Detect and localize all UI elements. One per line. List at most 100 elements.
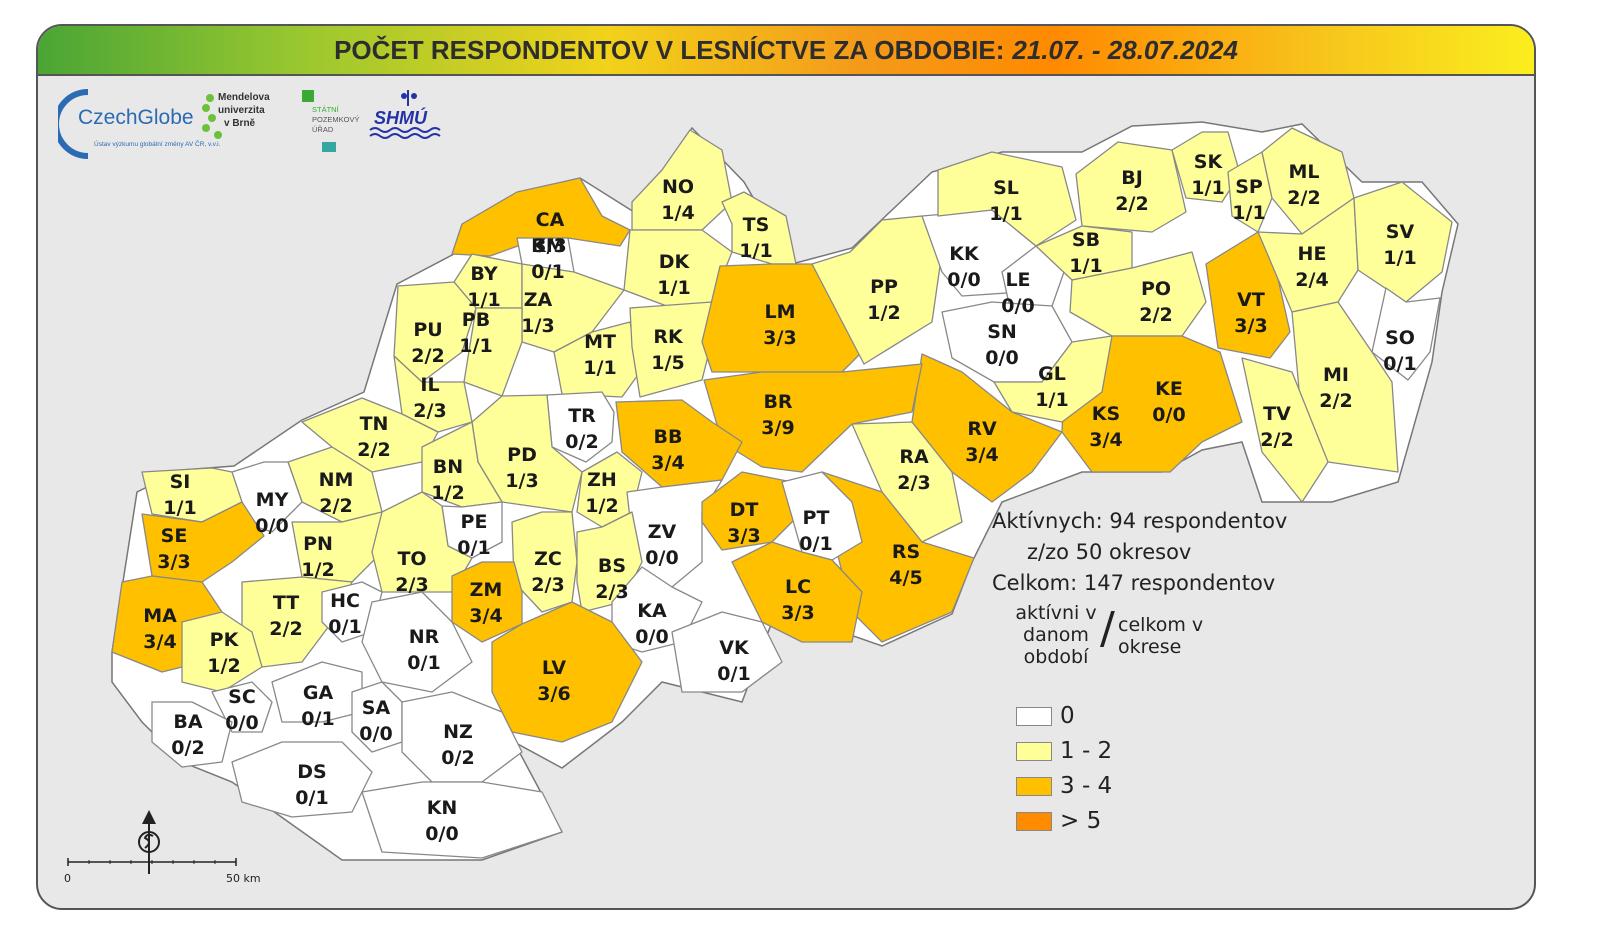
- district-value-pb: 1/1: [459, 335, 492, 357]
- legend-item: > 5: [1016, 808, 1102, 834]
- district-value-ca: 3/3: [533, 235, 566, 257]
- district-value-pn: 1/2: [301, 559, 334, 581]
- district-value-bj: 2/2: [1115, 193, 1148, 215]
- partner-logos: CzechGlobe Ústav výzkumu globální změny …: [58, 89, 441, 159]
- district-lc: [731, 541, 863, 643]
- district-value-le: 0/0: [1001, 295, 1034, 317]
- district-lm: [701, 263, 863, 373]
- district-code-so: SO: [1385, 327, 1415, 349]
- district-ks: [1061, 335, 1243, 473]
- district-value-by: 1/1: [467, 289, 500, 311]
- district-value-sc: 0/0: [225, 712, 258, 734]
- district-le: [1001, 245, 1065, 309]
- district-value-ks: 3/4: [1089, 429, 1122, 451]
- district-sp: [1227, 151, 1273, 233]
- district-value-lv: 3/6: [537, 683, 570, 705]
- district-value-zh: 1/2: [585, 495, 618, 517]
- legend-header: aktívni v danom období / celkom v okrese: [1010, 600, 1240, 680]
- district-code-ma: MA: [143, 605, 177, 627]
- district-value-nz: 0/2: [441, 747, 474, 769]
- title-bar: POČET RESPONDENTOV V LESNÍCTVE ZA OBDOBI…: [38, 26, 1534, 76]
- legend-label: > 5: [1060, 808, 1102, 834]
- district-code-gl: GL: [1038, 363, 1066, 385]
- district-value-rs: 4/5: [889, 567, 922, 589]
- district-code-bb: BB: [654, 426, 683, 448]
- district-value-ra: 2/3: [897, 472, 930, 494]
- district-tv: [1241, 357, 1329, 503]
- district-value-sp: 1/1: [1232, 202, 1265, 224]
- legend-swatch: [1016, 776, 1052, 796]
- district-code-ga: GA: [303, 682, 334, 704]
- district-value-ts: 1/1: [739, 240, 772, 262]
- district-code-pp: PP: [870, 276, 898, 298]
- district-value-my: 0/0: [255, 515, 288, 537]
- district-sl: [937, 151, 1077, 247]
- district-code-lc: LC: [785, 576, 811, 598]
- district-code-tv: TV: [1263, 403, 1291, 425]
- district-code-po: PO: [1141, 278, 1171, 300]
- district-code-sl: SL: [993, 177, 1019, 199]
- district-code-zm: ZM: [470, 579, 503, 601]
- district-code-sp: SP: [1235, 176, 1263, 198]
- district-code-my: MY: [256, 489, 289, 511]
- district-code-pb: PB: [462, 309, 490, 331]
- district-code-ca: CA: [536, 209, 565, 231]
- czechglobe-name: CzechGlobe: [78, 106, 194, 129]
- district-code-sn: SN: [987, 321, 1017, 343]
- district-value-vt: 3/3: [1234, 315, 1267, 337]
- district-code-sc: SC: [228, 686, 256, 708]
- czechglobe-subtitle: Ústav výzkumu globální změny AV ČR, v.v.…: [94, 139, 221, 148]
- district-code-pu: PU: [413, 319, 442, 341]
- mendelu-line-1: Mendelova: [218, 92, 270, 103]
- legend-item: 0: [1016, 703, 1075, 729]
- district-br: [703, 363, 923, 473]
- district-code-nm: NM: [319, 469, 354, 491]
- district-vk: [671, 611, 783, 693]
- legend-slash: /: [1100, 603, 1115, 654]
- district-value-no: 1/4: [661, 202, 694, 224]
- district-value-nr: 0/1: [407, 652, 440, 674]
- district-value-ml: 2/2: [1287, 187, 1320, 209]
- map-period: 21.07. - 28.07.2024: [1012, 34, 1238, 65]
- district-code-bj: BJ: [1121, 167, 1143, 189]
- statistics-panel: Aktívnych: 94 respondentov z/zo 50 okres…: [992, 506, 1287, 599]
- mendelu-dot-icon: [214, 131, 222, 139]
- district-value-zv: 0/0: [645, 547, 678, 569]
- district-code-km: KM: [531, 235, 565, 257]
- district-zm: [451, 561, 523, 643]
- shmu-wave-icon: [369, 127, 441, 133]
- spu-square-icon: [322, 142, 336, 152]
- district-value-ba: 0/2: [171, 737, 204, 759]
- district-value-il: 2/3: [413, 400, 446, 422]
- district-pb: [463, 307, 523, 397]
- district-value-lc: 3/3: [781, 602, 814, 624]
- district-value-ds: 0/1: [295, 787, 328, 809]
- mendelu-line-3: v Brně: [224, 118, 256, 129]
- district-code-pe: PE: [461, 511, 488, 533]
- district-code-lm: LM: [764, 301, 795, 323]
- mendelu-dot-icon: [202, 124, 210, 132]
- stat-active: Aktívnych: 94 respondentov: [992, 509, 1288, 533]
- district-value-rk: 1/5: [651, 352, 684, 374]
- legend-total-label: celkom v okrese: [1118, 614, 1204, 658]
- district-value-za: 1/3: [521, 315, 554, 337]
- legend-item: 3 - 4: [1016, 773, 1112, 799]
- shmu-anemometer-icon: [401, 93, 407, 99]
- district-code-dt: DT: [730, 499, 759, 521]
- district-value-vk: 0/1: [717, 663, 750, 685]
- district-value-pd: 1/3: [505, 470, 538, 492]
- district-code-ka: KA: [637, 600, 667, 622]
- district-code-rs: RS: [892, 541, 920, 563]
- legend-label: 0: [1060, 703, 1075, 729]
- scale-start-label: 0: [64, 872, 71, 885]
- district-value-tv: 2/2: [1260, 429, 1293, 451]
- district-code-pn: PN: [303, 533, 333, 555]
- district-value-sk: 1/1: [1191, 177, 1224, 199]
- district-code-ke: KE: [1155, 378, 1183, 400]
- district-code-rv: RV: [967, 418, 997, 440]
- spu-square-icon: [302, 90, 314, 102]
- spu-line-3: ÚŘAD: [312, 125, 334, 134]
- district-code-tn: TN: [360, 413, 389, 435]
- district-value-tn: 2/2: [357, 439, 390, 461]
- district-code-pd: PD: [507, 444, 537, 466]
